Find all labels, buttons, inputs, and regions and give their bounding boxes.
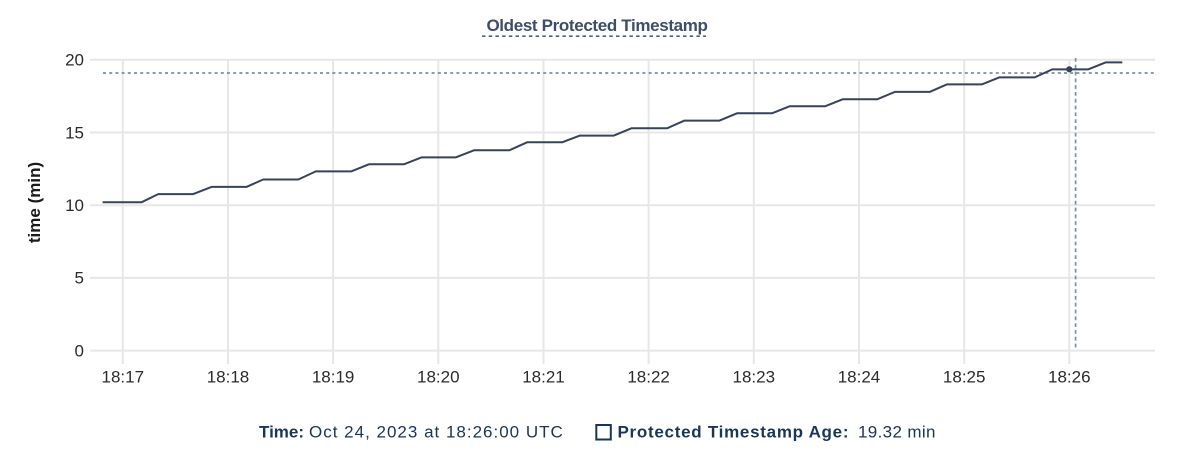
svg-text:18:21: 18:21: [522, 367, 565, 386]
svg-text:18:19: 18:19: [312, 367, 355, 386]
svg-text:Oct 24, 2023 at 18:26:00 UTC: Oct 24, 2023 at 18:26:00 UTC: [309, 423, 564, 442]
svg-text:time (min): time (min): [25, 162, 44, 243]
svg-text:Protected Timestamp Age:: Protected Timestamp Age:: [618, 423, 850, 442]
svg-text:19.32 min: 19.32 min: [858, 423, 936, 442]
svg-text:18:20: 18:20: [417, 367, 460, 386]
svg-text:18:26: 18:26: [1048, 367, 1091, 386]
svg-text:Oldest Protected Timestamp: Oldest Protected Timestamp: [486, 16, 707, 35]
svg-text:18:23: 18:23: [733, 367, 776, 386]
svg-text:10: 10: [65, 196, 84, 215]
svg-text:18:17: 18:17: [102, 367, 145, 386]
svg-text:5: 5: [75, 269, 84, 288]
svg-text:18:24: 18:24: [838, 367, 881, 386]
svg-text:Time:: Time:: [259, 423, 304, 442]
svg-text:20: 20: [65, 51, 84, 70]
svg-text:18:22: 18:22: [627, 367, 670, 386]
svg-text:15: 15: [65, 123, 84, 142]
svg-text:0: 0: [75, 341, 84, 360]
svg-text:18:25: 18:25: [943, 367, 986, 386]
svg-text:18:18: 18:18: [207, 367, 250, 386]
